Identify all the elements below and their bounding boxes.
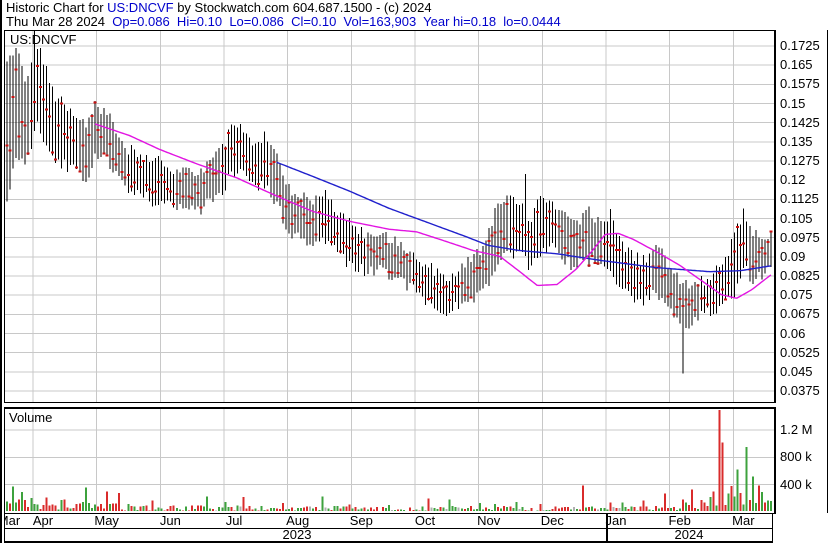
price-axis-tick: 0.1125 bbox=[780, 191, 819, 207]
symbol-link[interactable]: US:DNCVF bbox=[107, 0, 174, 15]
price-chart-pane[interactable] bbox=[4, 30, 776, 403]
year-divider-line bbox=[606, 513, 608, 543]
price-axis-tick: 0.12 bbox=[780, 172, 806, 188]
month-label: Jan bbox=[605, 513, 627, 528]
month-label: Dec bbox=[540, 513, 564, 528]
year-label-2023: 2023 bbox=[282, 527, 312, 542]
volume-chart-pane[interactable] bbox=[4, 407, 776, 514]
axis-gutter-border bbox=[827, 30, 828, 513]
price-axis-tick: 0.0525 bbox=[780, 344, 820, 360]
price-chart-canvas[interactable] bbox=[5, 31, 774, 402]
price-axis-tick: 0.1575 bbox=[780, 76, 820, 92]
price-axis-tick: 0.075 bbox=[780, 287, 813, 303]
volume-axis-tick: 1.2 M bbox=[780, 422, 813, 437]
price-axis-tick: 0.0675 bbox=[780, 306, 820, 322]
year-axis-row: 2023 2024 bbox=[4, 528, 773, 543]
price-axis-tick: 0.165 bbox=[780, 57, 813, 73]
chart-title-line: Historic Chart for US:DNCVF by Stockwatc… bbox=[6, 1, 432, 15]
month-label: Jun bbox=[159, 513, 181, 528]
month-axis-row: Mar Apr May Jun Jul Aug Sep Oct Nov Dec Jan Feb Mar bbox=[4, 513, 773, 529]
chart-symbol-watermark: US:DNCVF bbox=[10, 32, 77, 47]
quote-date: Thu Mar 28 2024 bbox=[6, 14, 106, 29]
quote-values: Op=0.086 Hi=0.10 Lo=0.086 Cl=0.10 Vol=16… bbox=[105, 14, 561, 29]
price-axis-tick: 0.0825 bbox=[780, 268, 820, 284]
volume-pane-label: Volume bbox=[9, 410, 53, 425]
year-label-2024: 2024 bbox=[674, 527, 704, 542]
volume-axis-tick: 400 k bbox=[780, 476, 812, 492]
price-axis-tick: 0.045 bbox=[780, 363, 813, 379]
month-label: Oct bbox=[414, 513, 436, 528]
month-label: May bbox=[94, 513, 119, 528]
month-label: Sep bbox=[349, 513, 373, 528]
month-label: Aug bbox=[286, 513, 310, 528]
price-axis-tick: 0.06 bbox=[780, 325, 806, 341]
price-axis-tick: 0.15 bbox=[780, 95, 806, 111]
price-axis-tick: 0.0375 bbox=[780, 383, 820, 399]
month-label: Mar bbox=[732, 513, 755, 528]
month-label: Feb bbox=[668, 513, 691, 528]
title-suffix: by Stockwatch.com 604.687.1500 - (c) 202… bbox=[173, 0, 432, 15]
price-axis-tick: 0.1275 bbox=[780, 153, 820, 169]
month-label: Nov bbox=[477, 513, 501, 528]
volume-axis-tick: 800 k bbox=[780, 449, 812, 465]
month-label: Apr bbox=[32, 513, 54, 528]
price-axis-tick: 0.105 bbox=[780, 210, 813, 226]
month-label: Mar bbox=[5, 513, 21, 528]
price-axis-tick: 0.1725 bbox=[780, 38, 820, 53]
price-axis-tick: 0.0975 bbox=[780, 229, 820, 245]
title-prefix: Historic Chart for bbox=[6, 0, 108, 15]
price-axis-tick: 0.1425 bbox=[780, 114, 820, 130]
price-axis-tick: 0.09 bbox=[780, 248, 806, 264]
quote-line: Thu Mar 28 2024 Op=0.086 Hi=0.10 Lo=0.08… bbox=[6, 15, 561, 29]
month-label: Jul bbox=[225, 513, 243, 528]
window-left-border bbox=[0, 0, 2, 543]
price-axis-tick: 0.135 bbox=[780, 133, 813, 149]
volume-chart-canvas[interactable] bbox=[5, 409, 774, 511]
